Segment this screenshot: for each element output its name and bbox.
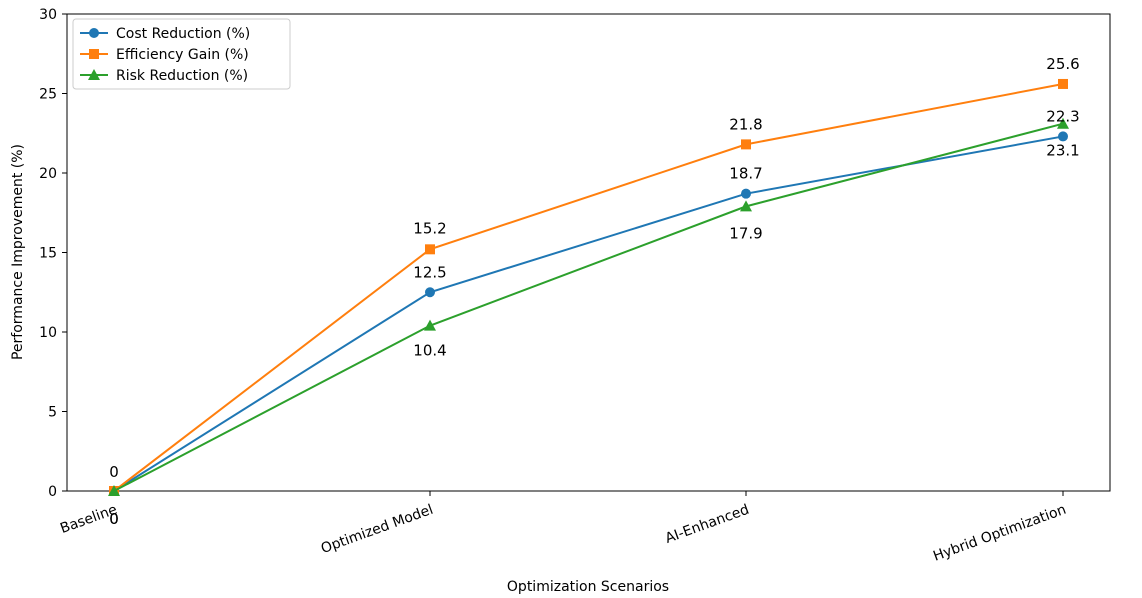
y-axis: 0 5 10 15 20 25 30 (39, 7, 67, 500)
x-axis-title: Optimization Scenarios (507, 579, 669, 595)
data-label: 18.7 (729, 165, 762, 183)
data-point-marker (1058, 78, 1068, 89)
y-tick-label: 25 (39, 87, 57, 103)
series-layer (108, 78, 1069, 496)
data-point-marker (424, 319, 436, 331)
legend-marker (89, 49, 99, 59)
y-tick-label: 10 (39, 325, 57, 341)
x-axis: Baseline Optimized Model AI-Enhanced Hybrid… (58, 491, 1068, 565)
legend-label: Cost Reduction (%) (116, 26, 250, 42)
legend-item: Risk Reduction (%) (80, 68, 248, 84)
data-label: 0 (109, 510, 119, 528)
series-square (109, 78, 1068, 496)
data-point-marker (740, 200, 752, 212)
y-tick-label: 20 (39, 166, 57, 182)
legend-marker (89, 28, 99, 38)
legend: Cost Reduction (%) Efficiency Gain (%) Ris… (72, 18, 291, 90)
legend-label: Risk Reduction (%) (116, 68, 248, 84)
legend-label: Efficiency Gain (%) (116, 47, 249, 63)
y-tick-label: 5 (48, 405, 57, 421)
data-label: 0 (109, 463, 119, 481)
data-label: 23.1 (1046, 142, 1079, 160)
data-point-marker (1058, 131, 1068, 142)
legend-item: Efficiency Gain (%) (80, 47, 249, 63)
data-label: 12.5 (413, 263, 446, 281)
series-circle (109, 131, 1068, 496)
y-tick-label: 15 (39, 246, 57, 262)
data-label: 17.9 (729, 224, 762, 242)
data-label: 0 (109, 510, 119, 528)
data-label: 21.8 (729, 115, 762, 133)
legend-marker (88, 69, 100, 80)
data-point-marker (108, 485, 120, 496)
x-tick-label: AI-Enhanced (663, 502, 751, 547)
legend-box (72, 18, 291, 90)
series-triangle (108, 117, 1069, 496)
y-tick-label: 30 (39, 7, 57, 23)
data-point-marker (741, 139, 751, 150)
x-tick-label: Optimized Model (319, 502, 436, 557)
y-axis-title: Performance Improvement (%) (10, 144, 26, 360)
data-point-marker (1057, 117, 1069, 129)
y-tick-label: 0 (48, 484, 57, 500)
data-point-marker (741, 188, 751, 199)
data-label: 22.3 (1046, 107, 1079, 125)
x-tick-label: Hybrid Optimization (931, 502, 1068, 565)
data-label: 15.2 (413, 219, 446, 237)
data-label: 10.4 (413, 342, 446, 360)
legend-item: Cost Reduction (%) (80, 26, 250, 42)
series-line (113, 82, 1064, 492)
series-line (113, 122, 1064, 492)
data-point-marker (425, 244, 435, 255)
series-line (113, 135, 1064, 492)
data-point-marker (425, 287, 435, 298)
data-label: 25.6 (1046, 55, 1079, 73)
